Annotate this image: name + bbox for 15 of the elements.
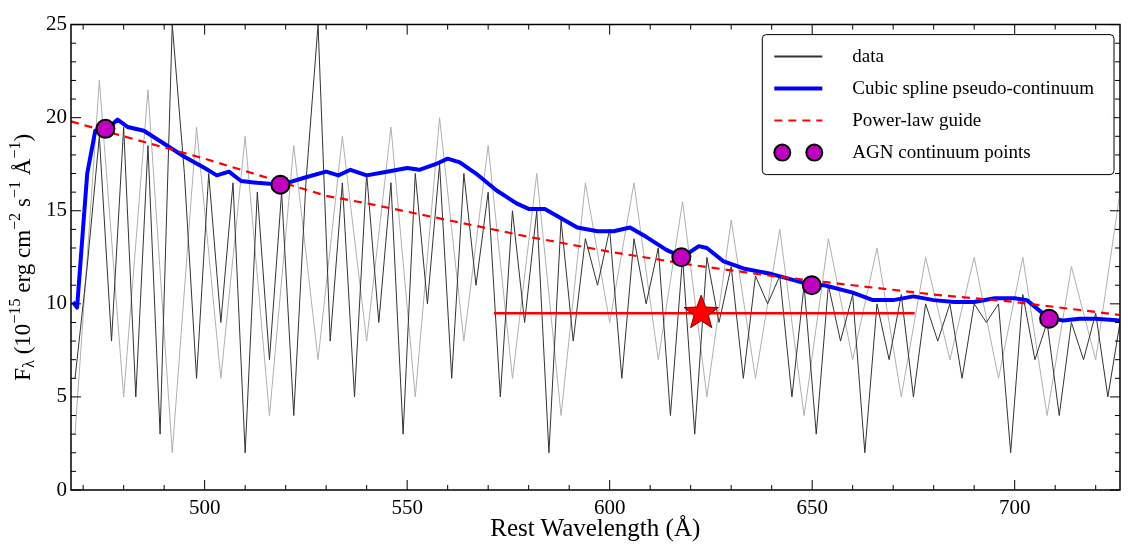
x-tick-label: 700 <box>998 495 1031 520</box>
x-tick-label: 650 <box>796 495 828 520</box>
text: Fλ (10−15 erg cm−2 s−1 Å−1) <box>6 133 37 381</box>
legend-label: Cubic spline pseudo-continuum <box>852 76 1095 98</box>
legend-label: Power-law guide <box>852 108 982 130</box>
legend-label: AGN continuum points <box>852 140 1031 162</box>
y-tick-label: 10 <box>46 290 67 315</box>
x-tick-label: 500 <box>188 495 221 520</box>
y-tick-label: 15 <box>46 197 67 222</box>
y-tick-label: 0 <box>56 476 67 501</box>
x-tick-label: 550 <box>391 495 423 520</box>
legend-label: data <box>852 44 885 66</box>
y-tick-label: 20 <box>46 104 67 129</box>
y-tick-label: 25 <box>46 11 67 36</box>
y-tick-label: 5 <box>56 383 67 408</box>
